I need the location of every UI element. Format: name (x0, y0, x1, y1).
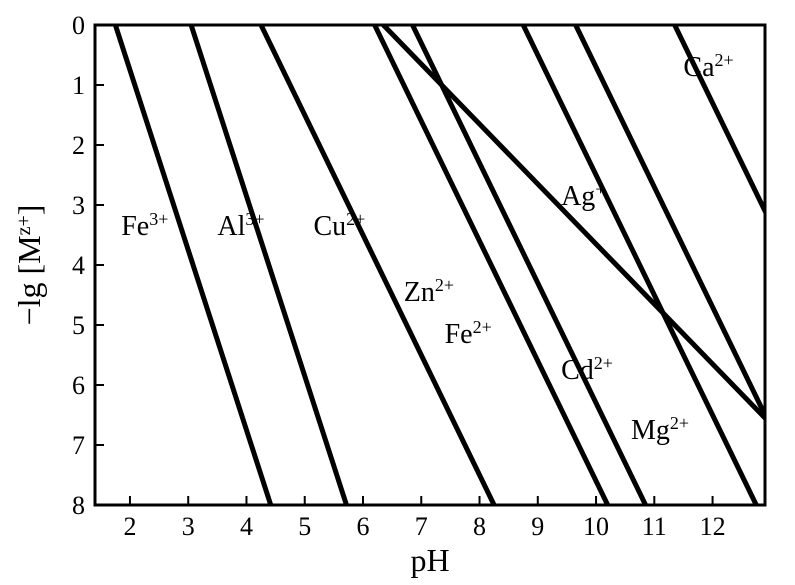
series-label-Zn2+: Zn2+ (404, 275, 454, 308)
series-line-Zn2+ (375, 25, 608, 505)
y-axis-ticks: 0 1 2 3 4 5 6 7 8 (72, 11, 104, 520)
y-tick-label: 8 (72, 491, 85, 520)
chart-svg: 23456789101112 012345678 Fe3+Al3+Cu2+Zn2… (0, 0, 795, 585)
y-tick-label: 5 (72, 311, 85, 340)
y-tick-label: 6 (72, 371, 85, 400)
y-tick-label: 0 (72, 11, 85, 40)
x-tick-label: 3 (182, 512, 195, 541)
y-tick-label: 3 (72, 191, 85, 220)
y-axis-label: −lg [Mz+] (11, 205, 47, 326)
series-lines (115, 25, 795, 505)
y-tick-label: 4 (72, 251, 85, 280)
series-line-Al3+ (191, 25, 346, 505)
y-tick-label: 1 (72, 71, 85, 100)
solubility-chart: 23456789101112 012345678 Fe3+Al3+Cu2+Zn2… (0, 0, 795, 585)
y-tick-label: 7 (72, 431, 85, 460)
x-tick-label: 12 (700, 512, 726, 541)
x-tick-label: 7 (415, 512, 428, 541)
x-tick-label: 9 (531, 512, 544, 541)
series-label-Fe2+: Fe2+ (445, 317, 492, 350)
series-line-Cu2+ (261, 25, 494, 505)
x-tick-label: 8 (473, 512, 486, 541)
series-label-Fe3+: Fe3+ (121, 209, 168, 242)
series-label-Cd2+: Cd2+ (561, 353, 613, 386)
series-label-Ag+: Ag+ (561, 179, 605, 212)
series-labels: Fe3+Al3+Cu2+Zn2+Fe2+Ag+Cd2+Mg2+Ca2+ (121, 50, 733, 446)
x-tick-label: 11 (642, 512, 667, 541)
x-axis-label: pH (410, 542, 449, 578)
series-label-Mg2+: Mg2+ (631, 413, 689, 446)
series-line-Fe3+ (115, 25, 270, 505)
x-tick-label: 10 (583, 512, 609, 541)
x-tick-label: 6 (357, 512, 370, 541)
series-label-Cu2+: Cu2+ (313, 209, 365, 242)
x-tick-label: 2 (123, 512, 136, 541)
x-tick-label: 5 (298, 512, 311, 541)
y-tick-label: 2 (72, 131, 85, 160)
series-label-Ca2+: Ca2+ (683, 50, 733, 83)
x-axis-ticks: 2 3 4 5 6 7 8 9 10 11 12 (123, 496, 725, 541)
x-tick-label: 4 (240, 512, 253, 541)
